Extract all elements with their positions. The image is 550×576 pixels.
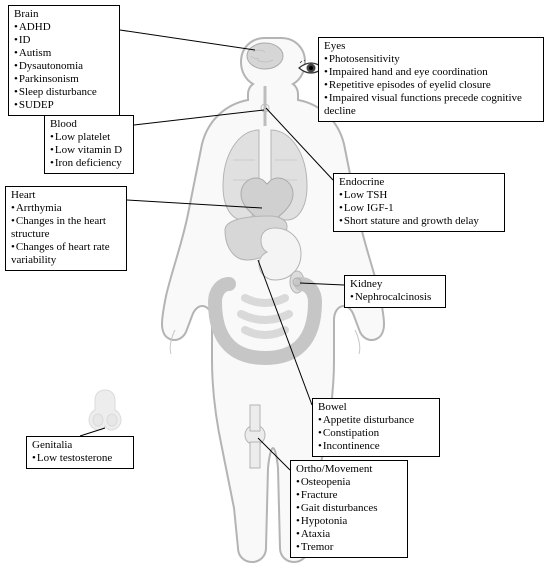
list-item: Repetitive episodes of eyelid closure <box>324 79 538 92</box>
list-item: Changes of heart rate variability <box>11 241 121 267</box>
list-item: Photosensitivity <box>324 53 538 66</box>
box-title: Bowel <box>318 401 434 414</box>
box-title: Eyes <box>324 40 538 53</box>
list-item: Low IGF-1 <box>339 202 499 215</box>
list-item: ID <box>14 34 114 47</box>
list-item: Low TSH <box>339 189 499 202</box>
box-list: Low TSH Low IGF-1 Short stature and grow… <box>339 189 499 228</box>
list-item: Sleep disturbance <box>14 86 114 99</box>
box-bowel: Bowel Appetite disturbance Constipation … <box>312 398 440 457</box>
box-heart: Heart Arrthymia Changes in the heart str… <box>5 186 127 271</box>
list-item: Parkinsonism <box>14 73 114 86</box>
box-blood: Blood Low platelet Low vitamin D Iron de… <box>44 115 134 174</box>
box-list: Low testosterone <box>32 452 128 465</box>
box-list: Nephrocalcinosis <box>350 291 440 304</box>
list-item: Changes in the heart structure <box>11 215 121 241</box>
box-endocrine: Endocrine Low TSH Low IGF-1 Short statur… <box>333 173 505 232</box>
list-item: Nephrocalcinosis <box>350 291 440 304</box>
box-eyes: Eyes Photosensitivity Impaired hand and … <box>318 37 544 122</box>
box-ortho: Ortho/Movement Osteopenia Fracture Gait … <box>290 460 408 558</box>
list-item: Arrthymia <box>11 202 121 215</box>
box-title: Genitalia <box>32 439 128 452</box>
box-list: Photosensitivity Impaired hand and eye c… <box>324 53 538 118</box>
list-item: Impaired visual functions precede cognit… <box>324 92 538 118</box>
list-item: Hypotonia <box>296 515 402 528</box>
list-item: Appetite disturbance <box>318 414 434 427</box>
list-item: Low vitamin D <box>50 144 128 157</box>
list-item: Impaired hand and eye coordination <box>324 66 538 79</box>
box-title: Endocrine <box>339 176 499 189</box>
box-kidney: Kidney Nephrocalcinosis <box>344 275 446 308</box>
list-item: Ataxia <box>296 528 402 541</box>
list-item: Incontinence <box>318 440 434 453</box>
list-item: Iron deficiency <box>50 157 128 170</box>
list-item: Gait disturbances <box>296 502 402 515</box>
list-item: Autism <box>14 47 114 60</box>
list-item: Osteopenia <box>296 476 402 489</box>
list-item: ADHD <box>14 21 114 34</box>
list-item: Constipation <box>318 427 434 440</box>
list-item: Short stature and growth delay <box>339 215 499 228</box>
genitalia-icon <box>85 388 125 432</box>
box-list: Appetite disturbance Constipation Incont… <box>318 414 434 453</box>
list-item: Low testosterone <box>32 452 128 465</box>
box-list: ADHD ID Autism Dysautonomia Parkinsonism… <box>14 21 114 112</box>
box-title: Ortho/Movement <box>296 463 402 476</box>
box-list: Osteopenia Fracture Gait disturbances Hy… <box>296 476 402 554</box>
list-item: SUDEP <box>14 99 114 112</box>
list-item: Fracture <box>296 489 402 502</box>
box-title: Blood <box>50 118 128 131</box>
box-genitalia: Genitalia Low testosterone <box>26 436 134 469</box>
box-title: Kidney <box>350 278 440 291</box>
list-item: Low platelet <box>50 131 128 144</box>
box-title: Brain <box>14 8 114 21</box>
box-brain: Brain ADHD ID Autism Dysautonomia Parkin… <box>8 5 120 116</box>
box-list: Low platelet Low vitamin D Iron deficien… <box>50 131 128 170</box>
box-list: Arrthymia Changes in the heart structure… <box>11 202 121 267</box>
list-item: Dysautonomia <box>14 60 114 73</box>
box-title: Heart <box>11 189 121 202</box>
list-item: Tremor <box>296 541 402 554</box>
